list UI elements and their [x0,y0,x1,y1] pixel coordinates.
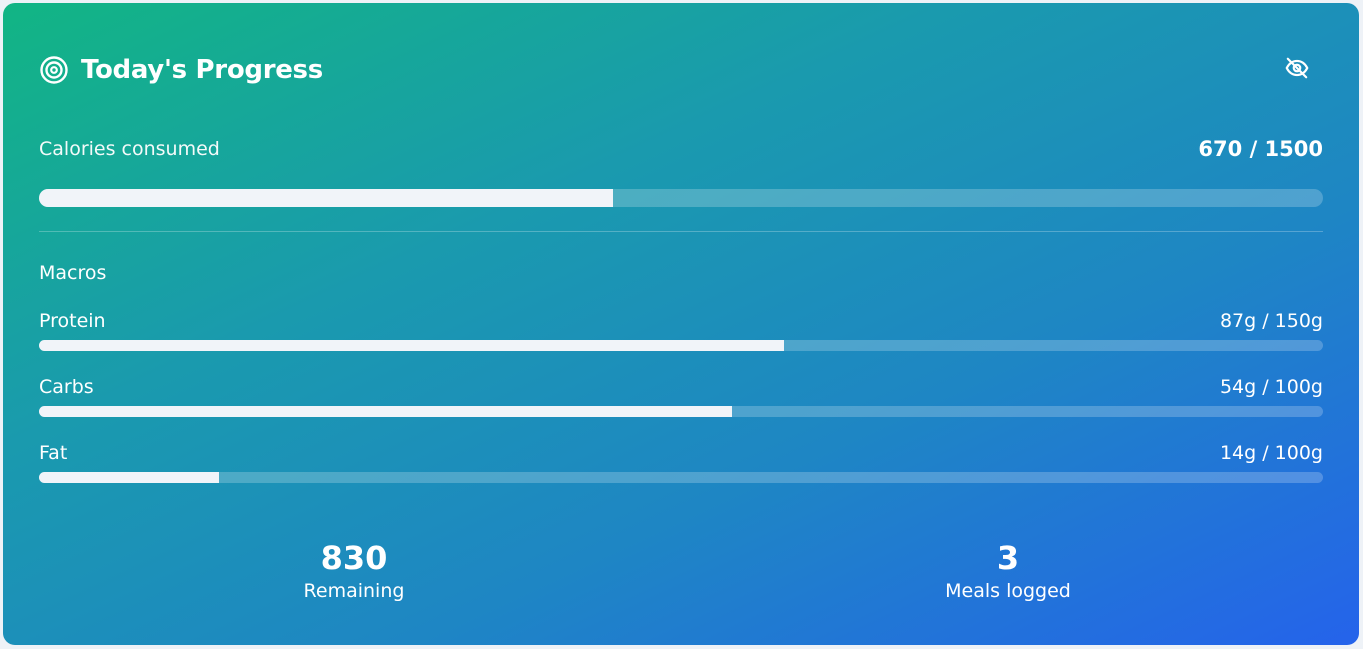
remaining-label: Remaining [303,580,405,602]
meals-logged-stat: 3 Meals logged [858,538,1158,604]
macros-heading: Macros [39,262,107,284]
remaining-value: 830 [320,539,388,577]
section-divider [39,231,1323,232]
page-title: Today's Progress [81,55,323,85]
macro-name-fat: Fat [39,442,68,464]
card-header: Today's Progress [39,50,323,90]
macro-fill-protein [39,340,784,351]
macro-name-carbs: Carbs [39,376,94,398]
hide-progress-button[interactable] [1283,54,1311,82]
meals-logged-label: Meals logged [945,580,1071,602]
eye-off-icon [1285,57,1309,79]
progress-card: Today's Progress Calories consumed 670 /… [3,3,1359,645]
macro-fill-carbs [39,406,733,417]
macro-value-carbs: 54g / 100g [1219,376,1323,398]
macro-bar-carbs [39,406,1323,417]
calories-progress-bar [39,189,1323,207]
macro-value-fat: 14g / 100g [1219,442,1323,464]
macro-fill-fat [39,472,219,483]
target-icon [40,56,68,84]
macro-bar-fat [39,472,1323,483]
calories-progress-fill [39,189,613,207]
macro-value-protein: 87g / 150g [1219,310,1323,332]
meals-logged-value: 3 [996,539,1020,577]
macro-name-protein: Protein [39,310,106,332]
calories-value: 670 / 1500 [1198,137,1323,161]
calories-label: Calories consumed [39,138,220,160]
remaining-stat: 830 Remaining [204,538,504,604]
macro-bar-protein [39,340,1323,351]
